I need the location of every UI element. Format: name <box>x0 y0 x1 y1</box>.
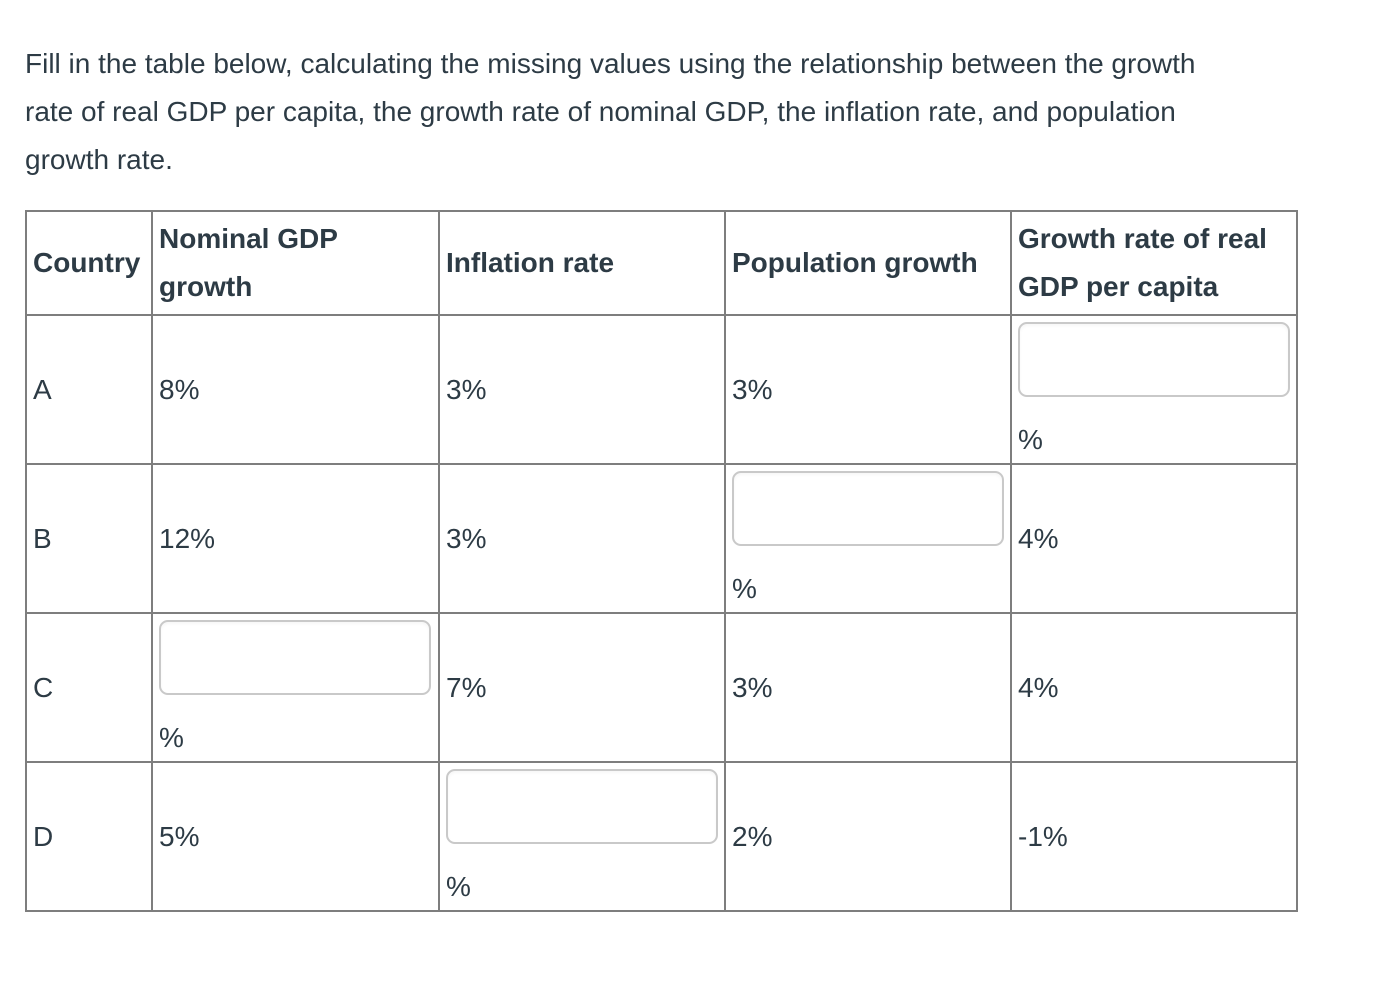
cell-b-real-gdp-per-capita-growth: 4% <box>1010 463 1298 614</box>
table-row-country-c: C % 7% 3% 4% <box>25 612 1298 763</box>
col-header-country: Country <box>25 210 153 316</box>
cell-d-inflation-rate: % <box>438 761 726 912</box>
col-header-nominal-gdp-growth: Nominal GDP growth <box>151 210 440 316</box>
cell-c-inflation-rate: 7% <box>438 612 726 763</box>
cell-a-inflation-rate: 3% <box>438 314 726 465</box>
cell-a-country: A <box>25 314 153 465</box>
header-row: Country Nominal GDP growth Inflation rat… <box>25 210 1298 316</box>
percent-suffix: % <box>1018 424 1043 455</box>
cell-a-population-growth: 3% <box>724 314 1012 465</box>
cell-d-real-gdp-per-capita-growth: -1% <box>1010 761 1298 912</box>
table-row-country-d: D 5% % 2% -1% <box>25 761 1298 912</box>
blank-input-c-nominal-gdp-growth[interactable] <box>159 620 431 695</box>
cell-b-population-growth: % <box>724 463 1012 614</box>
cell-a-real-gdp-per-capita-growth: % <box>1010 314 1298 465</box>
col-header-inflation-rate: Inflation rate <box>438 210 726 316</box>
cell-c-country: C <box>25 612 153 763</box>
cell-a-nominal-gdp-growth: 8% <box>151 314 440 465</box>
question-line: growth rate. <box>25 144 173 175</box>
percent-suffix: % <box>446 871 471 902</box>
question-line: Fill in the table below, calculating the… <box>25 48 1196 79</box>
cell-d-population-growth: 2% <box>724 761 1012 912</box>
blank-input-a-real-gdp-per-capita-growth[interactable] <box>1018 322 1290 397</box>
blank-input-b-population-growth[interactable] <box>732 471 1004 546</box>
cell-c-real-gdp-per-capita-growth: 4% <box>1010 612 1298 763</box>
blank-input-d-inflation-rate[interactable] <box>446 769 718 844</box>
table-row-country-b: B 12% 3% % 4% <box>25 463 1298 614</box>
question-line: rate of real GDP per capita, the growth … <box>25 96 1176 127</box>
percent-suffix: % <box>159 722 184 753</box>
cell-b-nominal-gdp-growth: 12% <box>151 463 440 614</box>
cell-d-nominal-gdp-growth: 5% <box>151 761 440 912</box>
table-row-country-a: A 8% 3% 3% % <box>25 314 1298 465</box>
cell-b-inflation-rate: 3% <box>438 463 726 614</box>
question-text: Fill in the table below, calculating the… <box>25 40 1370 184</box>
cell-c-population-growth: 3% <box>724 612 1012 763</box>
col-header-population-growth: Population growth <box>724 210 1012 316</box>
cell-b-country: B <box>25 463 153 614</box>
answers-table: Country Nominal GDP growth Inflation rat… <box>25 210 1298 912</box>
percent-suffix: % <box>732 573 757 604</box>
cell-c-nominal-gdp-growth: % <box>151 612 440 763</box>
col-header-real-gdp-per-capita-growth: Growth rate of real GDP per capita <box>1010 210 1298 316</box>
cell-d-country: D <box>25 761 153 912</box>
